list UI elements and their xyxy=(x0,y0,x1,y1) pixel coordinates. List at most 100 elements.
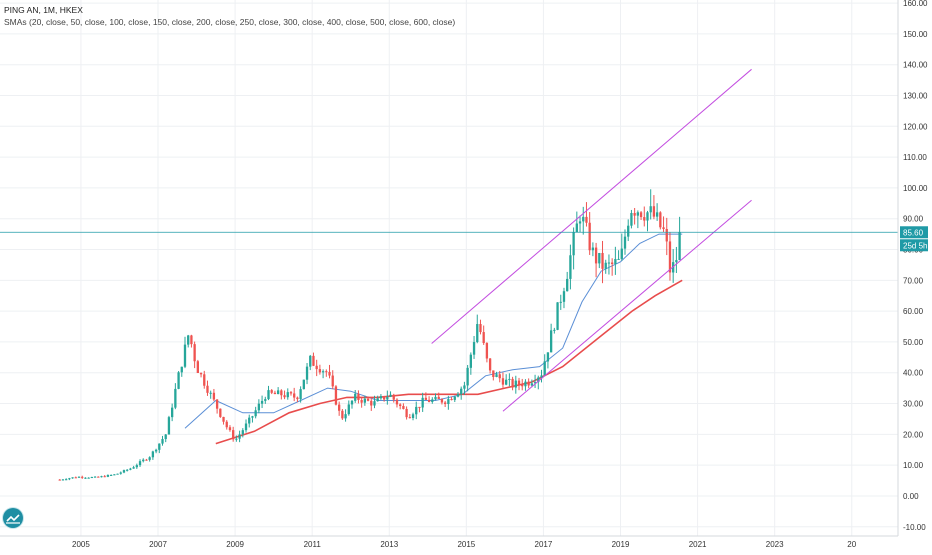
candle-body xyxy=(627,225,630,237)
candle-body xyxy=(546,352,550,362)
candle-body xyxy=(668,241,672,273)
candle-body xyxy=(302,379,305,390)
candle-body xyxy=(566,278,569,292)
candle-body xyxy=(215,399,219,409)
candle-body xyxy=(572,232,575,256)
candle-body xyxy=(456,394,460,397)
candle-body xyxy=(427,399,431,402)
candle-body xyxy=(424,397,428,400)
candle-body xyxy=(562,291,566,302)
candle-body xyxy=(174,388,177,408)
candle-body xyxy=(164,434,167,440)
candle-body xyxy=(68,478,71,480)
y-tick-label: 10.00 xyxy=(903,461,924,470)
candle-body xyxy=(370,400,373,406)
candle-body xyxy=(466,367,469,386)
candle-body xyxy=(190,335,193,345)
candle-body xyxy=(248,417,251,424)
y-tick-label: 60.00 xyxy=(903,307,924,316)
candle-body xyxy=(431,399,434,402)
candle-body xyxy=(257,403,261,411)
candle-body xyxy=(296,397,299,400)
candle-body xyxy=(469,354,472,368)
candle-body xyxy=(434,396,437,400)
candle-body xyxy=(569,255,572,279)
candle-body xyxy=(264,399,267,401)
candle-body xyxy=(273,392,277,395)
candle-body xyxy=(488,358,492,371)
candle-body xyxy=(614,259,617,264)
candle-body xyxy=(665,229,668,242)
candle-body xyxy=(183,344,187,367)
sma-slow-line xyxy=(215,279,683,445)
candle-body xyxy=(77,476,81,478)
y-tick-label: 70.00 xyxy=(903,276,924,285)
x-tick-label: 2005 xyxy=(72,540,90,549)
candle-body xyxy=(610,262,614,264)
candle-body xyxy=(630,212,633,226)
candle-body xyxy=(440,399,444,403)
candle-body xyxy=(283,395,286,398)
candle-body xyxy=(386,396,389,400)
candle-body xyxy=(443,402,447,405)
candle-body xyxy=(578,221,582,224)
candle-body xyxy=(315,365,318,370)
candle-body xyxy=(376,398,379,402)
candle-body xyxy=(652,206,656,217)
candle-body xyxy=(65,479,68,481)
candle-body xyxy=(530,383,534,386)
y-tick-label: 110.00 xyxy=(903,153,927,162)
candle-body xyxy=(556,302,559,330)
candle-body xyxy=(116,473,119,475)
y-tick-label: 30.00 xyxy=(903,400,924,409)
x-tick-label: 2011 xyxy=(304,540,322,549)
candle-body xyxy=(463,385,466,389)
candle-body xyxy=(360,399,363,403)
candle-body xyxy=(170,407,174,418)
candle-body xyxy=(607,262,611,264)
candle-body xyxy=(90,477,94,479)
candle-body xyxy=(421,397,424,408)
candle-body xyxy=(540,375,543,378)
candle-body xyxy=(74,477,77,479)
candle-body xyxy=(286,392,289,398)
candle-body xyxy=(126,469,129,471)
tradingview-logo-icon[interactable] xyxy=(3,508,23,528)
candle-body xyxy=(132,467,135,469)
candle-body xyxy=(232,430,235,440)
candle-body xyxy=(338,404,341,411)
candle-body xyxy=(206,385,209,393)
candle-body xyxy=(212,392,216,400)
candle-body xyxy=(251,416,254,418)
candle-body xyxy=(588,222,591,251)
candle-body xyxy=(235,438,238,440)
candle-body xyxy=(594,247,598,264)
candle-body xyxy=(482,332,485,344)
candle-body xyxy=(585,216,588,223)
y-tick-label: 50.00 xyxy=(903,338,924,347)
y-tick-label: 0.00 xyxy=(903,492,919,501)
candle-body xyxy=(241,430,244,435)
candle-body xyxy=(405,408,408,418)
candle-body xyxy=(623,236,627,249)
chart-legend: PING AN, 1M, HKEX SMAs (20, close, 50, c… xyxy=(4,4,455,28)
candle-body xyxy=(318,369,322,373)
channel-upper-line xyxy=(431,68,752,344)
countdown-label: 25d 5h xyxy=(903,241,927,250)
x-tick-label: 2013 xyxy=(380,540,398,549)
y-tick-label: 90.00 xyxy=(903,215,924,224)
y-tick-label: -10.00 xyxy=(903,523,926,532)
candle-body xyxy=(395,399,399,405)
symbol-title: PING AN, 1M, HKEX xyxy=(4,5,83,15)
candle-body xyxy=(325,371,328,373)
candle-body xyxy=(341,410,344,419)
candle-body xyxy=(103,476,106,478)
candle-body xyxy=(357,393,360,400)
candle-body xyxy=(260,400,264,404)
candle-body xyxy=(167,417,171,435)
candle-body xyxy=(498,374,501,379)
candle-body xyxy=(533,382,537,384)
candle-body xyxy=(495,374,498,377)
